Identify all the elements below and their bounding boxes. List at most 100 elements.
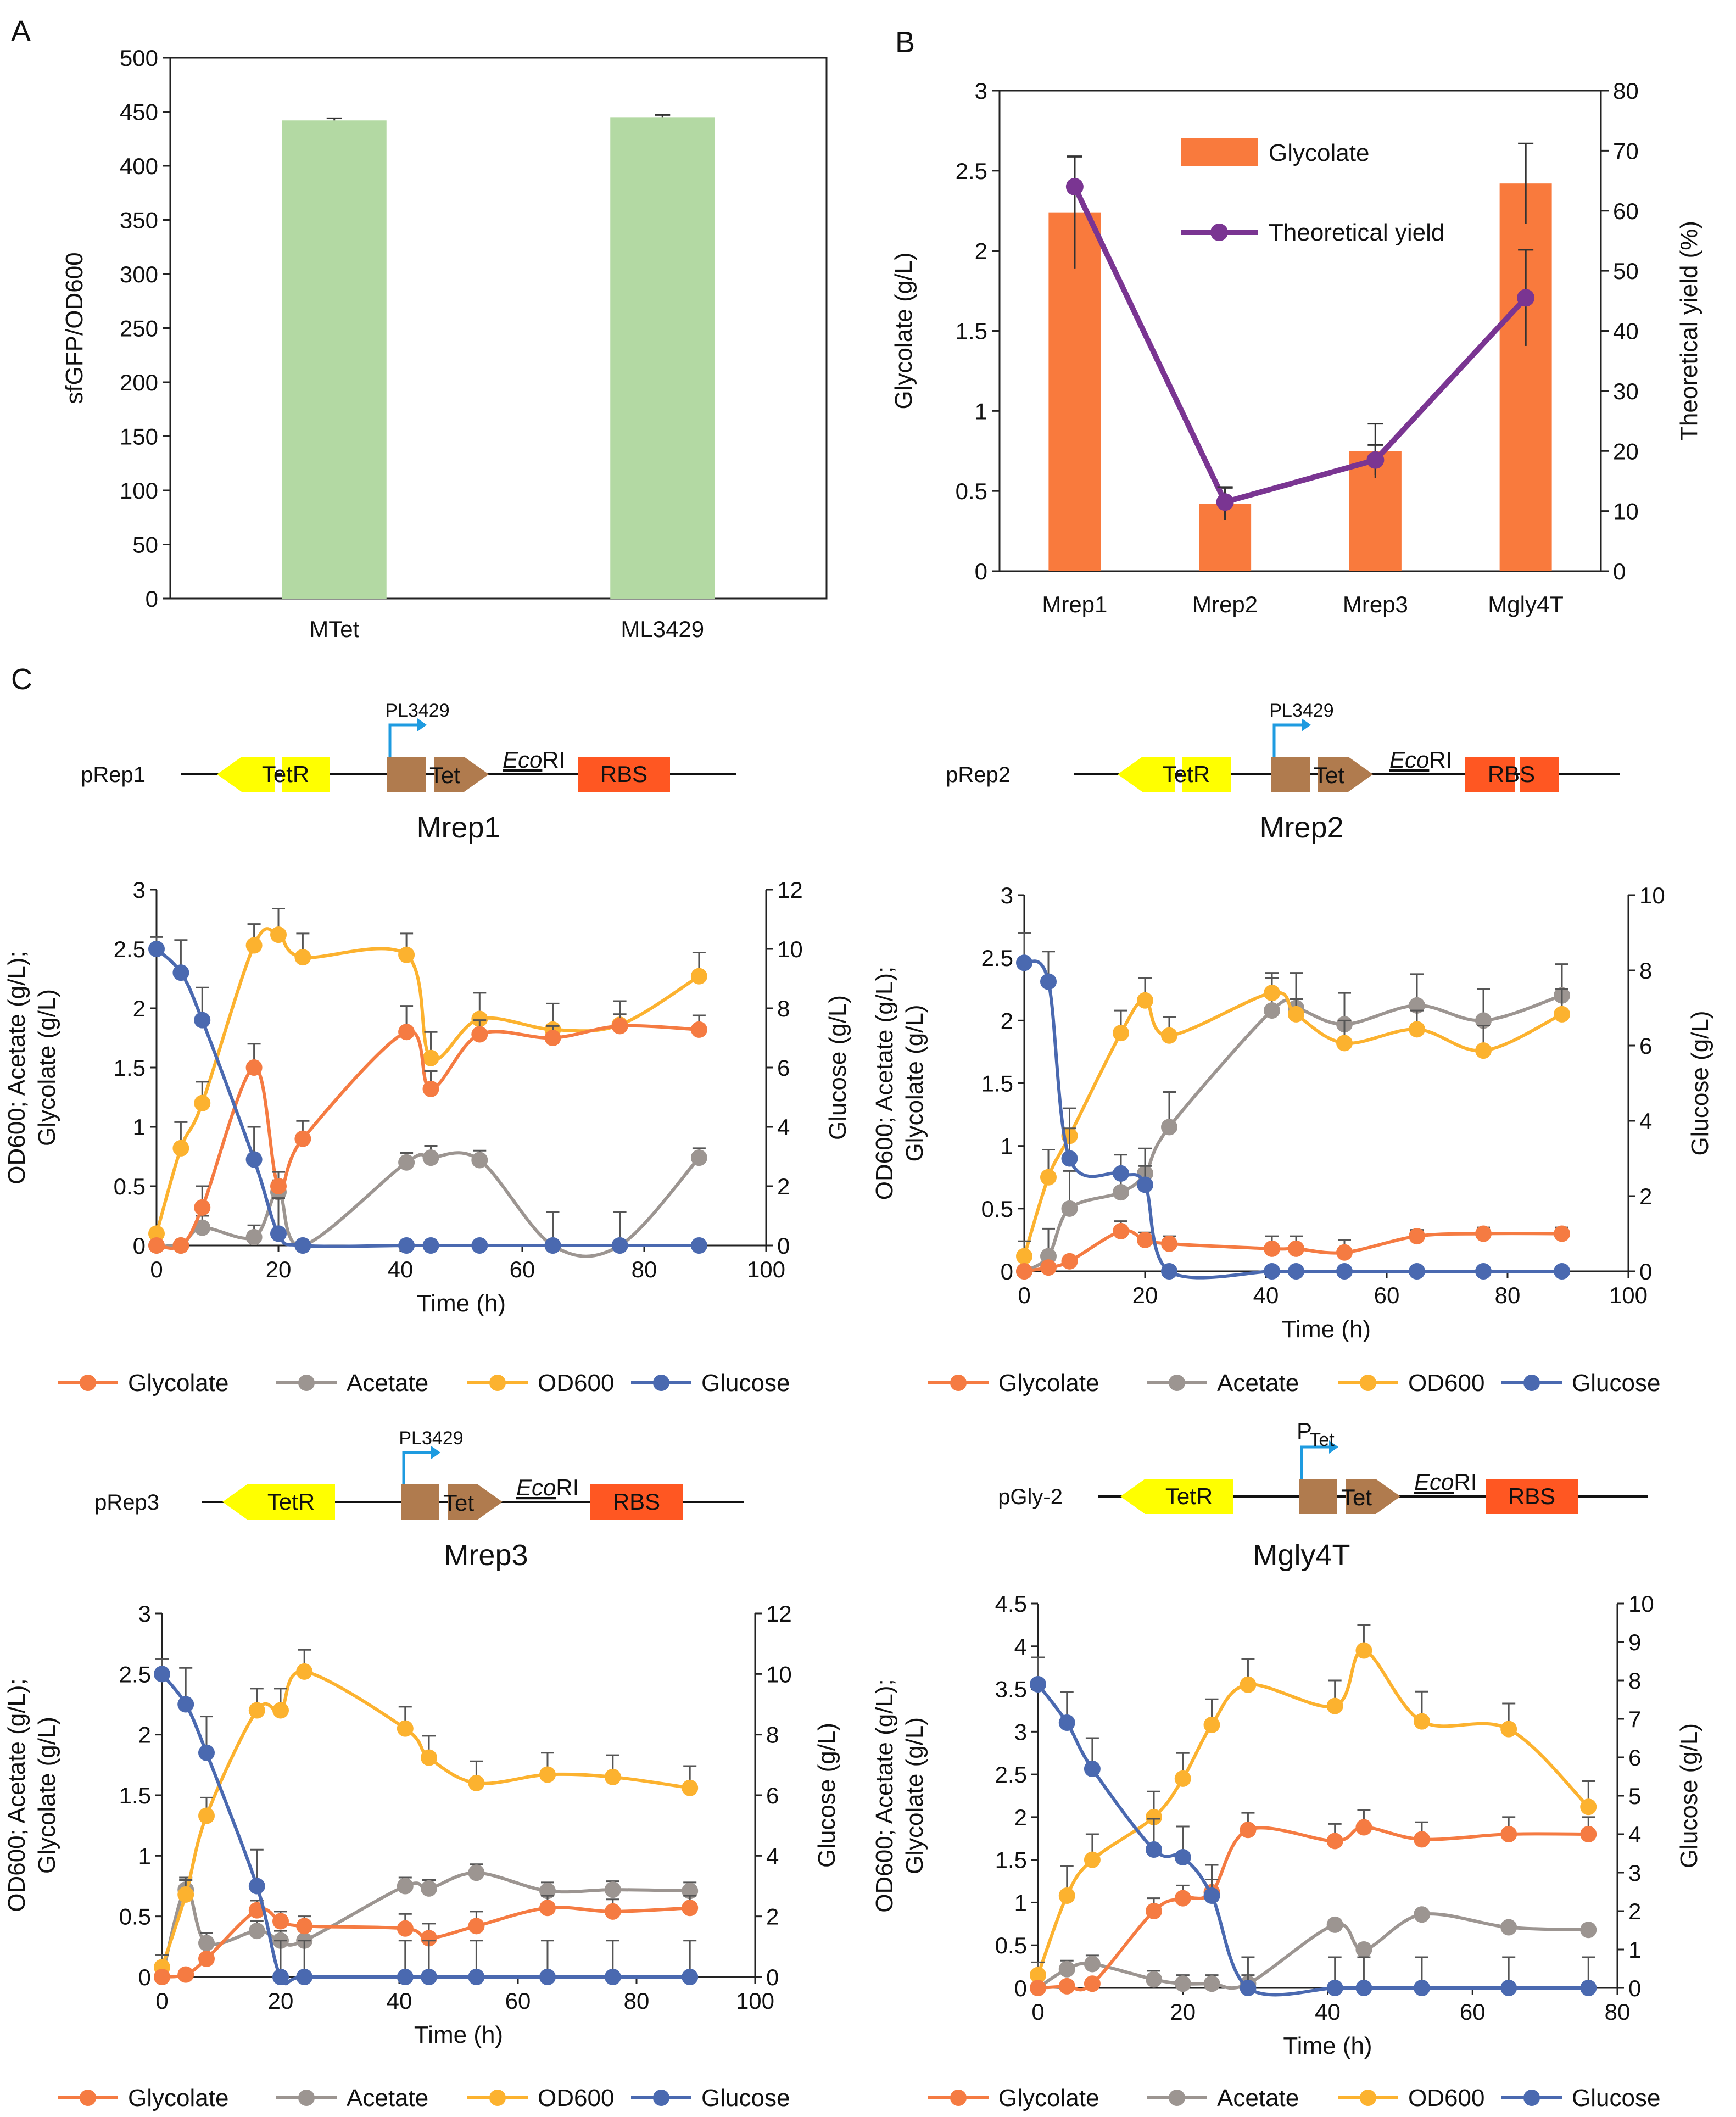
theoretical-yield-line — [1072, 185, 1528, 506]
od600-point — [398, 946, 415, 963]
y-tick-label: 2.5 — [995, 1762, 1027, 1788]
glucose-point — [1016, 954, 1032, 971]
glycolate-point — [1137, 1231, 1153, 1248]
y2-tick-label: 5 — [1628, 1783, 1641, 1809]
panel-letter-b: B — [895, 26, 915, 59]
glycolate-point — [604, 1903, 621, 1920]
od600-point — [1040, 1169, 1057, 1186]
ecori-italic: Eco — [1389, 747, 1429, 773]
y2-tick-label: 2 — [1639, 1183, 1652, 1209]
y2-tick-label: 4 — [777, 1114, 790, 1140]
y-axis-label-line1: OD600; Acetate (g/L); — [3, 951, 30, 1185]
promoter-label: PL3429 — [385, 700, 449, 721]
x-tick-label-mtet: MTet — [309, 616, 359, 642]
x-tick-label: 80 — [624, 1988, 650, 2014]
glycolate-point — [1475, 1225, 1492, 1242]
glycolate-point — [421, 1930, 437, 1947]
x-axis-label: Time (h) — [1283, 2032, 1372, 2059]
y2-tick-label: 6 — [777, 1055, 790, 1081]
od600-point — [468, 1774, 485, 1791]
od600-point — [1174, 1770, 1191, 1787]
y-axis-label-line1: OD600; Acetate (g/L); — [871, 967, 898, 1200]
acetate-point — [471, 1152, 488, 1169]
glucose-point — [1058, 1714, 1075, 1731]
od600-line — [155, 927, 700, 1235]
glucose-point — [1336, 1263, 1353, 1280]
y2-tick-label: 20 — [1613, 438, 1639, 464]
strain-label: Mgly4T — [1253, 1539, 1350, 1572]
y-tick-label: 2.5 — [119, 1661, 151, 1687]
glycolate-point — [172, 1237, 189, 1254]
glycolate-point — [148, 1237, 165, 1254]
x-tick-label: 40 — [1315, 1999, 1341, 2025]
glucose-point — [611, 1237, 628, 1254]
glycolate-point — [1326, 1833, 1343, 1850]
y-tick-label: 1 — [975, 398, 987, 424]
glycolate-point — [1288, 1240, 1304, 1257]
od600-point — [177, 1886, 194, 1903]
y2-axis-label: Glucose (g/L) — [824, 995, 851, 1140]
y-tick-label: 0 — [975, 558, 987, 584]
y-axis-label-line2: Glycolate (g/L) — [901, 1717, 928, 1874]
promoter-label: P — [1297, 1418, 1312, 1444]
y2-tick-label: 6 — [766, 1783, 779, 1808]
y-tick-label: 3.5 — [995, 1677, 1027, 1702]
od600-point — [397, 1720, 414, 1737]
tetr-label: TetR — [262, 761, 309, 787]
glucose-point — [1413, 1980, 1430, 1996]
tetr-body — [242, 757, 275, 792]
glycolate-point — [1264, 1240, 1280, 1257]
glycolate-point — [471, 1026, 488, 1043]
promoter-arrow-icon — [1302, 718, 1311, 731]
od600-point — [1336, 1035, 1353, 1052]
x-tick-label: 60 — [1460, 1999, 1486, 2025]
x-tick-label-mgly4t: Mgly4T — [1488, 591, 1564, 617]
od600-point — [1203, 1716, 1220, 1733]
acetate-point — [248, 1923, 265, 1940]
acetate-point — [1040, 1248, 1057, 1265]
glycolate-point — [1146, 1903, 1162, 1919]
od600-point — [539, 1766, 556, 1783]
y-tick-label: 2 — [975, 238, 987, 264]
legend-swatch-glycolate — [1181, 138, 1258, 166]
x-tick-label: 40 — [388, 1256, 414, 1282]
acetate-point — [1580, 1922, 1597, 1939]
od600-point — [1240, 1676, 1257, 1693]
plasmid-label: pRep1 — [81, 763, 146, 787]
y2-tick-label: 4 — [766, 1843, 779, 1869]
y-tick-label: 0.5 — [981, 1196, 1013, 1222]
glucose-point — [1030, 1676, 1046, 1693]
glucose-point — [539, 1969, 556, 1985]
acetate-point — [198, 1935, 215, 1952]
acetate-point — [1084, 1956, 1101, 1973]
y-tick-label: 2.5 — [114, 936, 146, 962]
y-tick-label: 0 — [1001, 1259, 1013, 1284]
acetate-line — [1037, 1912, 1589, 1990]
glucose-point — [468, 1969, 485, 1985]
glucose-point — [1288, 1263, 1304, 1280]
acetate-point — [422, 1149, 439, 1166]
promoter-arrow-icon — [1329, 1440, 1338, 1454]
y-tick-label: 50 — [132, 532, 158, 558]
glycolate-line — [1037, 1825, 1589, 1992]
glycolate-point — [1016, 1263, 1032, 1280]
x-tick-label-mrep3: Mrep3 — [1343, 591, 1408, 617]
legend-label-glycolate: Glycolate — [128, 2085, 228, 2112]
y-tick-label: 450 — [120, 99, 158, 125]
acetate-point — [468, 1864, 485, 1881]
glucose-point — [471, 1237, 488, 1254]
tet-label: Tet — [443, 1490, 474, 1516]
tetr-body — [247, 1484, 335, 1520]
od600-point — [1326, 1697, 1343, 1714]
x-tick-label-mrep1: Mrep1 — [1042, 591, 1107, 617]
legend-marker-acetate — [298, 2090, 315, 2106]
y2-tick-label: 0 — [1628, 1975, 1641, 2001]
glucose-point — [397, 1969, 414, 1985]
rbs-box — [578, 757, 670, 792]
bar-mtet — [282, 120, 387, 599]
tetr-body-2 — [282, 757, 330, 792]
yield-point-mrep3 — [1366, 451, 1385, 469]
x-tick-label: 60 — [510, 1256, 535, 1282]
promoter-subscript: Tet — [1309, 1429, 1335, 1450]
y2-tick-label: 8 — [1628, 1668, 1641, 1694]
